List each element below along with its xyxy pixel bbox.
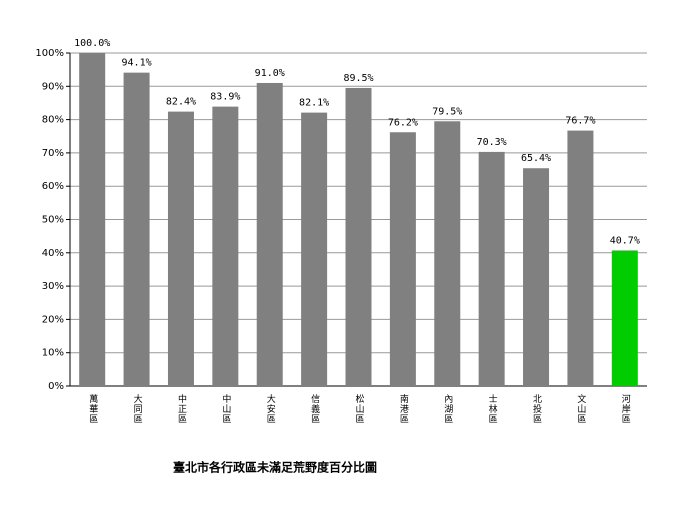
x-tick-label: 大安區 — [265, 393, 276, 424]
bar — [123, 72, 150, 386]
bar — [301, 112, 328, 387]
y-tick-label: 40% — [42, 248, 64, 259]
x-tick-label: 萬華區 — [87, 393, 98, 424]
y-tick-label: 30% — [42, 281, 64, 292]
x-tick-label: 松山區 — [354, 393, 365, 424]
value-label: 65.4% — [521, 153, 551, 164]
bar — [212, 106, 239, 386]
y-tick-label: 0% — [48, 381, 64, 392]
value-label: 94.1% — [122, 58, 152, 69]
value-label: 89.5% — [343, 73, 373, 84]
value-label: 76.7% — [565, 116, 595, 127]
x-tick-label: 中正區 — [176, 393, 187, 424]
x-tick-label: 中山區 — [220, 393, 231, 424]
x-tick-label: 大同區 — [132, 393, 143, 424]
bar — [345, 87, 372, 386]
value-label: 91.0% — [255, 68, 285, 79]
bar — [611, 250, 638, 386]
y-tick-label: 90% — [42, 81, 64, 92]
x-tick-label: 信義區 — [309, 393, 320, 424]
bar — [256, 82, 283, 386]
bar — [567, 130, 594, 386]
y-tick-label: 20% — [42, 314, 64, 325]
y-tick-label: 50% — [42, 215, 64, 226]
x-tick-label: 北投區 — [531, 394, 542, 424]
bar — [478, 151, 505, 386]
x-tick-label: 南港區 — [398, 393, 409, 424]
bar — [434, 121, 461, 386]
bar — [523, 168, 550, 386]
bar — [79, 53, 106, 386]
value-label: 100.0% — [74, 38, 110, 49]
value-label: 82.1% — [299, 98, 329, 109]
y-tick-label: 70% — [42, 148, 64, 159]
value-label: 83.9% — [210, 92, 240, 103]
bar — [167, 111, 194, 386]
value-label: 76.2% — [388, 117, 418, 128]
value-label: 82.4% — [166, 97, 196, 108]
x-tick-label: 士林區 — [487, 393, 498, 424]
value-label: 79.5% — [432, 106, 462, 117]
chart-title: 臺北市各行政區未滿足荒野度百分比圖 — [173, 460, 377, 475]
y-tick-label: 80% — [42, 115, 64, 126]
value-label: 40.7% — [610, 235, 640, 246]
value-label: 70.3% — [477, 137, 507, 148]
y-tick-label: 60% — [42, 181, 64, 192]
x-tick-label: 文山區 — [575, 393, 586, 424]
x-tick-label: 河岸區 — [620, 393, 631, 424]
x-tick-label: 內湖區 — [442, 394, 453, 424]
bar — [389, 132, 416, 386]
y-tick-label: 10% — [42, 348, 64, 359]
y-tick-label: 100% — [35, 48, 64, 59]
